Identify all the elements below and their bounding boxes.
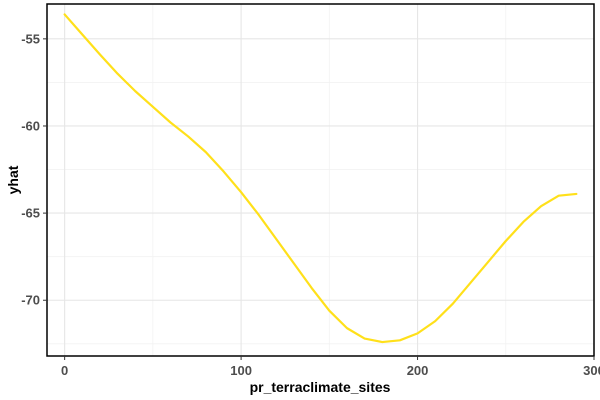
y-tick-label: -70 (21, 293, 40, 308)
series-line (63, 13, 578, 344)
y-tick-label: -60 (21, 118, 40, 133)
x-tick-label: 0 (61, 363, 68, 378)
x-axis-title: pr_terraclimate_sites (250, 379, 391, 395)
x-tick-label: 100 (230, 363, 252, 378)
y-axis-ticks: -55 -60 -65 -70 (21, 31, 47, 308)
x-tick-label: 300 (583, 363, 600, 378)
x-axis-ticks: 0 100 200 300 (61, 356, 600, 378)
plot-border (46, 3, 595, 357)
x-tick-label: 200 (407, 363, 429, 378)
y-axis-title: yhat (5, 165, 21, 194)
plot-panel (47, 4, 594, 356)
y-tick-label: -65 (21, 206, 40, 221)
y-tick-label: -55 (21, 31, 40, 46)
